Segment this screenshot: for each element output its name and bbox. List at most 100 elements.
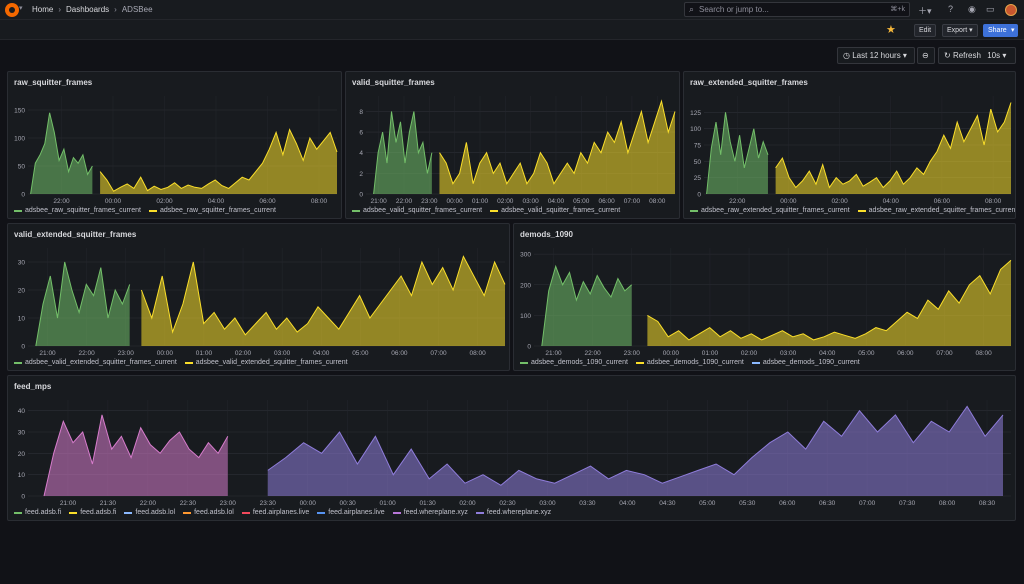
series-line <box>706 112 769 195</box>
legend-swatch <box>124 511 133 514</box>
legend-swatch <box>751 361 760 364</box>
legend-item[interactable]: feed.adsb.lol <box>124 509 175 516</box>
breadcrumb-dashboards[interactable]: Dashboards <box>66 5 110 14</box>
export-button[interactable]: Export ▾ <box>942 24 978 37</box>
time-series-chart: 0 25 50 75 100 125 22:00 00:00 02:00 04:00 06:00 08… <box>690 96 1012 205</box>
series-area <box>141 256 505 346</box>
x-tick-label: 22:00 <box>140 500 157 507</box>
series-line <box>30 112 93 195</box>
x-tick-label: 07:00 <box>859 500 876 507</box>
series-area <box>43 414 228 496</box>
x-tick-label: 08:00 <box>649 198 666 205</box>
grafana-logo-icon[interactable] <box>5 3 19 17</box>
legend-item[interactable]: feed.airplanes.live <box>241 509 310 516</box>
panel-feed-mps[interactable]: feed_mps 0 10 20 30 40 21:00 21:30 22:00 22:30 23… <box>7 375 1016 521</box>
breadcrumb-home[interactable]: Home <box>32 5 54 14</box>
time-range-label: Last 12 hours <box>852 51 901 60</box>
legend-item[interactable]: feed.whereplane.xyz <box>392 509 468 516</box>
help-icon[interactable]: ? <box>948 4 954 14</box>
x-tick-label: 00:00 <box>663 350 680 357</box>
legend-item[interactable]: adsbee_demods_1090_current <box>635 359 744 366</box>
legend-item[interactable]: adsbee_valid_squitter_frames_current <box>490 207 620 214</box>
panel-valid-extended-squitter-frames[interactable]: valid_extended_squitter_frames 0 10 20 30 21… <box>7 223 510 371</box>
panel-raw-extended-squitter-frames[interactable]: raw_extended_squitter_frames 0 25 50 75 100 1… <box>683 71 1016 219</box>
legend-swatch <box>241 511 250 514</box>
series-area <box>100 129 337 194</box>
legend-item[interactable]: adsbee_demods_1090_current <box>520 359 628 366</box>
legend-item[interactable]: adsbee_valid_extended_squitter_frames_cu… <box>184 359 348 366</box>
x-tick-label: 00:00 <box>105 198 122 205</box>
y-tick-label: 0 <box>21 494 25 501</box>
legend-item[interactable]: feed.adsb.lol <box>183 509 234 516</box>
series-line <box>43 414 229 497</box>
zoom-out-button[interactable]: ⊖ <box>917 47 935 64</box>
time-range-picker[interactable]: ◷ Last 12 hours ▾ <box>837 47 915 64</box>
legend-item[interactable]: feed.adsb.fi <box>69 509 116 516</box>
series-line <box>140 255 506 336</box>
x-tick-label: 08:00 <box>469 350 486 357</box>
x-tick-label: 06:00 <box>598 198 615 205</box>
refresh-label[interactable]: Refresh <box>952 51 981 60</box>
legend-item[interactable]: adsbee_demods_1090_current <box>751 359 860 366</box>
x-tick-label: 04:00 <box>619 500 636 507</box>
avatar[interactable] <box>1005 4 1017 16</box>
x-tick-label: 04:00 <box>548 198 565 205</box>
legend-item[interactable]: feed.whereplane.xyz <box>475 509 551 516</box>
search-input[interactable]: ⌕ Search or jump to... ⌘+k <box>684 2 910 17</box>
panel-raw-squitter-frames[interactable]: raw_squitter_frames 0 50 100 150 22:00 00:00 0… <box>7 71 342 219</box>
legend-item[interactable]: adsbee_raw_squitter_frames_current <box>148 207 276 214</box>
x-tick-label: 22:00 <box>396 198 413 205</box>
panel-valid-squitter-frames[interactable]: valid_squitter_frames 0 2 4 6 8 21:00 22:00 23:… <box>345 71 680 219</box>
panel-title: raw_extended_squitter_frames <box>690 78 808 87</box>
rss-icon[interactable]: ◉ <box>968 4 976 14</box>
series-area <box>30 112 93 194</box>
panel-title: valid_squitter_frames <box>352 78 435 87</box>
refresh-picker[interactable]: ↻ Refresh 10s ▾ <box>938 47 1016 64</box>
share-menu-button[interactable]: ▾ <box>1008 24 1018 37</box>
legend-swatch <box>184 361 193 364</box>
panel-demods-1090[interactable]: demods_1090 0 100 200 300 21:00 22:00 23:00 00:… <box>513 223 1016 371</box>
x-tick-label: 01:30 <box>419 500 436 507</box>
legend-label: adsbee_demods_1090_current <box>646 359 744 366</box>
x-tick-label: 05:00 <box>352 350 369 357</box>
legend-item[interactable]: feed.airplanes.live <box>317 509 385 516</box>
legend-label: feed.airplanes.live <box>252 509 310 516</box>
legend-item[interactable]: feed.adsb.fi <box>14 509 61 516</box>
panel-title: feed_mps <box>14 382 52 391</box>
x-tick-label: 08:00 <box>985 198 1002 205</box>
x-tick-label: 07:00 <box>430 350 447 357</box>
legend-swatch <box>490 209 499 212</box>
legend: adsbee_raw_squitter_frames_current adsbe… <box>14 207 276 214</box>
x-tick-label: 02:00 <box>459 500 476 507</box>
y-tick-label: 75 <box>694 143 702 150</box>
x-tick-label: 00:00 <box>157 350 174 357</box>
series-area <box>541 266 632 346</box>
x-tick-label: 00:00 <box>300 500 317 507</box>
star-icon[interactable]: ★ <box>886 24 896 36</box>
x-tick-label: 01:00 <box>472 198 489 205</box>
legend: feed.adsb.fi feed.adsb.fi feed.adsb.lol … <box>14 509 551 516</box>
x-tick-label: 03:30 <box>579 500 596 507</box>
x-tick-label: 23:00 <box>624 350 641 357</box>
y-tick-label: 20 <box>18 288 26 295</box>
x-tick-label: 23:00 <box>118 350 135 357</box>
search-placeholder: Search or jump to... <box>699 5 769 14</box>
series-area <box>439 101 675 194</box>
x-tick-label: 00:30 <box>340 500 357 507</box>
legend-label: feed.adsb.lol <box>194 509 234 516</box>
legend-item[interactable]: adsbee_valid_squitter_frames_current <box>352 207 482 214</box>
refresh-interval[interactable]: 10s <box>987 51 1001 60</box>
legend-item[interactable]: adsbee_raw_squitter_frames_current <box>14 207 141 214</box>
x-tick-label: 02:00 <box>741 350 758 357</box>
x-tick-label: 22:00 <box>53 198 70 205</box>
plus-icon[interactable]: ＋▾ <box>918 6 932 16</box>
x-tick-label: 03:00 <box>274 350 291 357</box>
legend-item[interactable]: adsbee_raw_extended_squitter_frames_curr… <box>690 207 850 214</box>
chevron-down-icon[interactable]: ▾ <box>19 5 23 12</box>
edit-button[interactable]: Edit <box>914 24 937 37</box>
legend-item[interactable]: adsbee_raw_extended_squitter_frames_curr… <box>857 207 1015 214</box>
export-label: Export <box>947 27 968 34</box>
monitor-icon[interactable]: ▭ <box>986 4 995 14</box>
legend-label: adsbee_valid_squitter_frames_current <box>501 207 621 214</box>
legend-item[interactable]: adsbee_valid_extended_squitter_frames_cu… <box>14 359 177 366</box>
